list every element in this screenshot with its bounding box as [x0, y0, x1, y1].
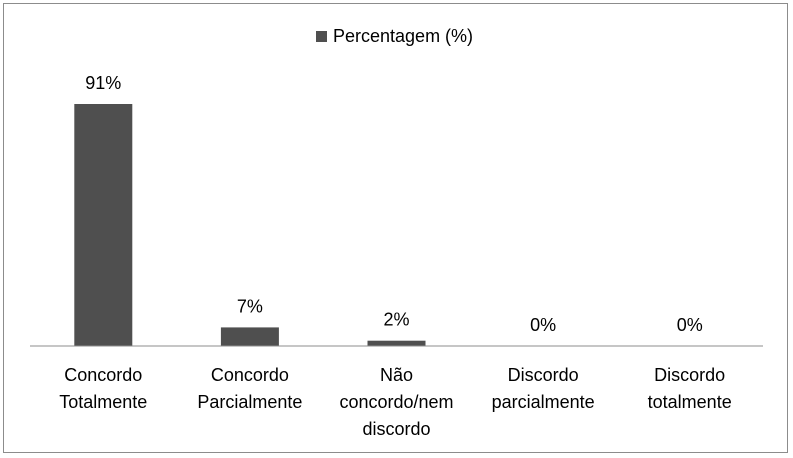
category-label-line: Concordo	[211, 365, 289, 385]
legend-label: Percentagem (%)	[333, 26, 473, 46]
category-label-line: Discordo	[508, 365, 579, 385]
category-label-line: Não	[380, 365, 413, 385]
bar-2	[367, 340, 426, 346]
data-label-3: 0%	[530, 315, 556, 335]
category-label-2: Não concordo/nem discordo	[339, 365, 453, 439]
category-label-4: Discordo totalmente	[648, 365, 732, 412]
bars-group	[74, 104, 426, 346]
category-label-line: Totalmente	[59, 392, 147, 412]
chart-frame	[3, 3, 788, 453]
category-label-line: discordo	[362, 419, 430, 439]
category-label-0: Concordo Totalmente	[59, 365, 147, 412]
category-label-line: totalmente	[648, 392, 732, 412]
category-labels-group: Concordo Totalmente Concordo Parcialmente Nã…	[59, 365, 731, 439]
category-label-3: Discordo parcialmente	[492, 365, 595, 412]
legend: Percentagem (%)	[316, 26, 473, 46]
category-label-line: Concordo	[64, 365, 142, 385]
category-label-1: Concordo Parcialmente	[197, 365, 302, 412]
category-label-line: parcialmente	[492, 392, 595, 412]
legend-swatch	[316, 31, 327, 42]
data-label-0: 91%	[85, 73, 121, 93]
bar-1	[220, 327, 279, 346]
category-label-line: Parcialmente	[197, 392, 302, 412]
data-label-2: 2%	[383, 310, 409, 330]
bar-0	[74, 104, 133, 346]
data-label-4: 0%	[677, 315, 703, 335]
data-labels-group: 91% 7% 2% 0% 0%	[85, 73, 702, 335]
data-label-1: 7%	[237, 296, 263, 316]
category-label-line: concordo/nem	[339, 392, 453, 412]
category-label-line: Discordo	[654, 365, 725, 385]
